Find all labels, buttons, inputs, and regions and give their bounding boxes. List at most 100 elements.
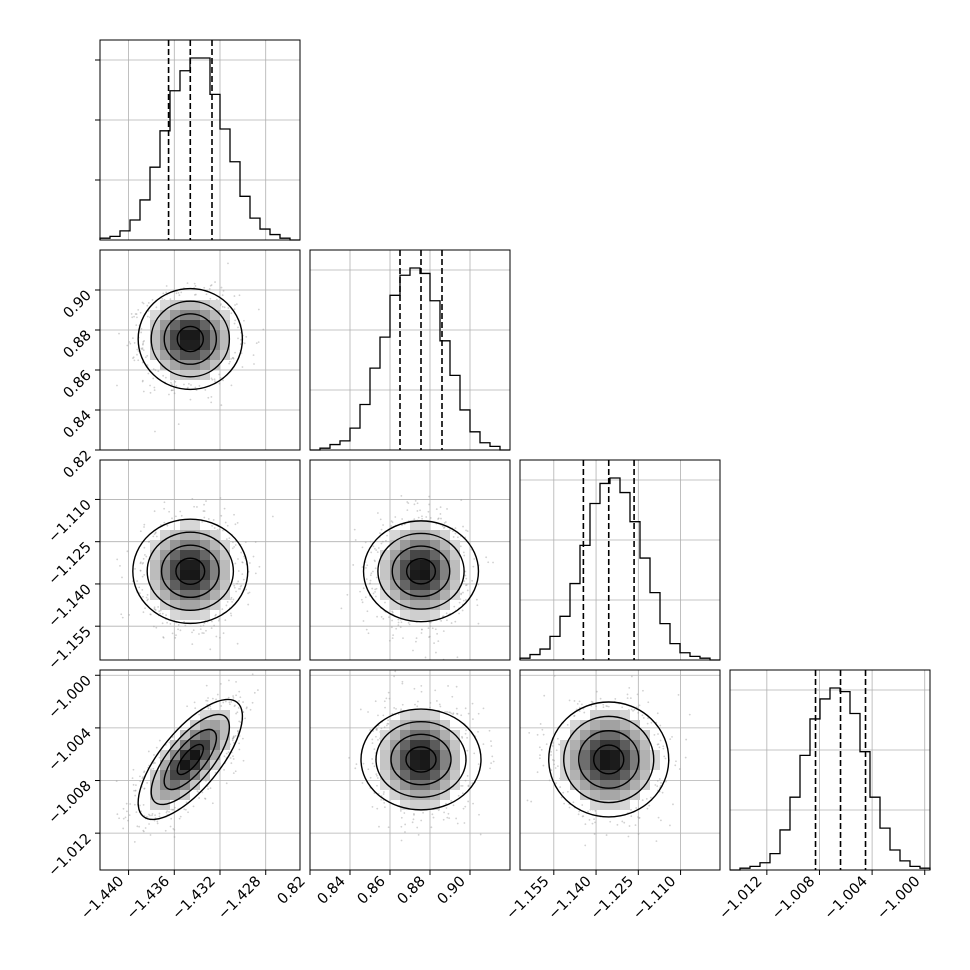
density-cell [440,560,450,570]
sample-point [146,364,149,366]
sample-point [234,319,237,322]
sample-point [566,790,569,793]
density-cell [610,730,620,740]
sample-point [368,582,371,585]
sample-point [155,306,158,309]
sample-point [656,712,659,715]
sample-point [211,802,214,805]
sample-point [414,703,416,706]
sample-point [118,332,120,335]
sample-point [122,827,125,830]
sample-point [149,384,151,387]
sample-point [198,384,201,387]
sample-point [354,539,357,541]
density-cell [190,590,200,600]
sample-point [367,768,370,771]
panel-frame [309,249,511,451]
sample-point [185,801,188,804]
sample-point [208,287,211,290]
sample-point [606,705,609,708]
sample-point [257,341,260,344]
sample-point [154,609,157,611]
density-cell [580,760,590,770]
sample-point [236,730,239,732]
sample-point [397,624,400,627]
density-cell [180,740,190,750]
sample-point [430,826,433,829]
contour-3 [132,518,249,625]
sample-point [553,674,556,677]
x-tick-label: −1.155 [503,874,552,923]
x-tick-label: 0.90 [435,874,469,908]
sample-point [241,573,244,576]
sample-point [237,580,240,583]
density-cell [180,300,190,310]
sample-point [140,810,142,813]
sample-point [400,621,403,624]
sample-point [628,825,631,827]
sample-point [172,809,174,811]
sample-point [162,636,165,639]
sample-point [428,636,430,638]
sample-point [441,525,444,528]
sample-point [258,565,261,568]
histogram-0 [99,57,300,241]
density-cell [170,600,180,610]
sample-point [660,782,662,784]
sample-point [132,783,135,786]
sample-point [235,303,238,306]
density-cell [400,570,410,580]
sample-point [143,574,146,576]
histogram-3 [730,687,931,871]
sample-point [369,540,372,543]
sample-point [376,774,378,777]
sample-point [568,806,571,809]
sample-point [131,316,134,319]
sample-point [183,808,186,811]
sample-point [395,708,397,710]
sample-point [132,357,134,360]
density-cell [640,750,650,760]
sample-point [232,735,235,738]
sample-point [199,625,202,628]
sample-point [234,770,237,773]
sample-point [391,637,394,640]
contour-0 [176,743,205,776]
sample-point [177,423,180,425]
sample-point [210,395,213,398]
sample-point [447,812,450,815]
sample-point [424,656,427,659]
density-cell [590,730,600,740]
sample-point [242,701,244,703]
density-cell [580,740,590,750]
sample-point [650,721,653,724]
sample-point [465,729,467,732]
sample-point [412,649,414,652]
sample-point [437,518,439,520]
sample-point [239,343,242,345]
sample-point [139,569,142,572]
sample-point [166,810,169,813]
density-cell [570,720,580,730]
sample-point [369,574,372,577]
density-cell [170,330,180,340]
x-tick-label: 0.86 [355,874,389,908]
sample-point [542,764,545,767]
sample-point [243,319,245,322]
sample-point [434,628,437,631]
sample-point [538,746,541,749]
sample-point [614,698,617,700]
density-cell [150,340,160,350]
sample-point [429,706,431,709]
sample-point [581,815,584,818]
sample-point [387,826,390,829]
sample-point [136,316,138,319]
sample-point [460,784,463,787]
sample-point [141,347,144,349]
sample-point [254,572,257,575]
sample-point [359,590,361,593]
x-tick-label: −1.000 [874,874,923,923]
sample-point [381,540,384,543]
density-cell [420,600,430,610]
